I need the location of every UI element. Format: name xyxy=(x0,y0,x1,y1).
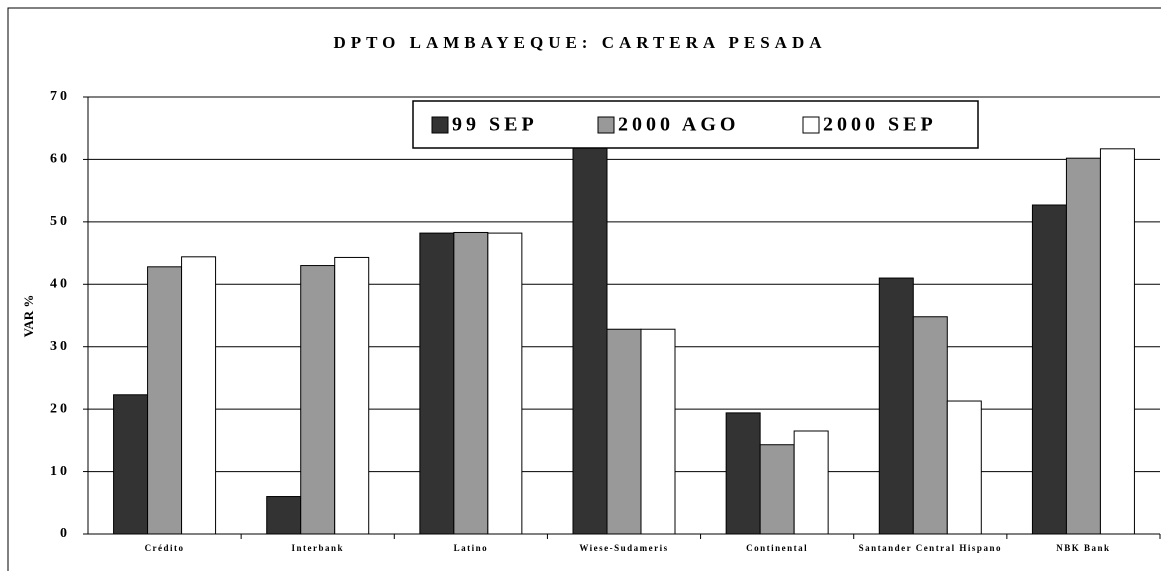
bar xyxy=(606,328,642,535)
legend-box xyxy=(412,100,979,149)
y-tick-label: 10 xyxy=(50,464,70,479)
x-tick-label: Santander Central Hispano xyxy=(859,543,1002,553)
x-tick-label: Continental xyxy=(746,543,808,553)
bar xyxy=(1099,148,1135,535)
bar xyxy=(793,430,829,535)
legend-label: 2000 SEP xyxy=(823,114,937,136)
bar xyxy=(725,412,761,535)
legend-swatch xyxy=(597,116,615,134)
bar xyxy=(113,394,149,535)
bar xyxy=(181,256,217,535)
bar xyxy=(572,127,608,535)
bar xyxy=(334,256,370,535)
y-axis-label: VAR % xyxy=(21,295,36,338)
y-tick-label: 30 xyxy=(50,339,70,354)
x-tick-label: Interbank xyxy=(291,543,344,553)
legend: 99 SEP 2000 AGO 2000 SEP xyxy=(412,100,979,149)
y-tick-label: 50 xyxy=(50,214,70,229)
bar xyxy=(1065,157,1101,535)
bar xyxy=(640,328,676,535)
bar xyxy=(300,265,336,535)
bar xyxy=(147,266,183,535)
y-tick-label: 40 xyxy=(50,277,70,292)
legend-label: 2000 AGO xyxy=(618,114,739,136)
bar xyxy=(912,316,948,535)
bar xyxy=(487,232,523,535)
x-tick-label: Crédito xyxy=(145,543,185,553)
chart-title: DPTO LAMBAYEQUE: CARTERA PESADA xyxy=(333,33,826,52)
frame xyxy=(7,7,1161,571)
bar xyxy=(419,232,455,535)
bar xyxy=(878,277,914,535)
y-tick-label: 20 xyxy=(50,401,70,416)
bar xyxy=(453,231,489,535)
x-tick-label: NBK Bank xyxy=(1056,543,1110,553)
y-tick-label: 70 xyxy=(50,89,70,104)
x-tick-label: Wiese-Sudameris xyxy=(579,543,668,553)
bar xyxy=(946,400,982,535)
legend-swatch xyxy=(431,116,449,134)
bar xyxy=(1031,204,1067,535)
bar xyxy=(759,444,795,535)
x-tick-label: Latino xyxy=(454,543,489,553)
bar xyxy=(266,496,302,535)
y-tick-label: 60 xyxy=(50,152,70,167)
legend-label: 99 SEP xyxy=(452,114,538,136)
y-tick-label: 0 xyxy=(60,526,70,541)
legend-swatch xyxy=(802,116,820,134)
